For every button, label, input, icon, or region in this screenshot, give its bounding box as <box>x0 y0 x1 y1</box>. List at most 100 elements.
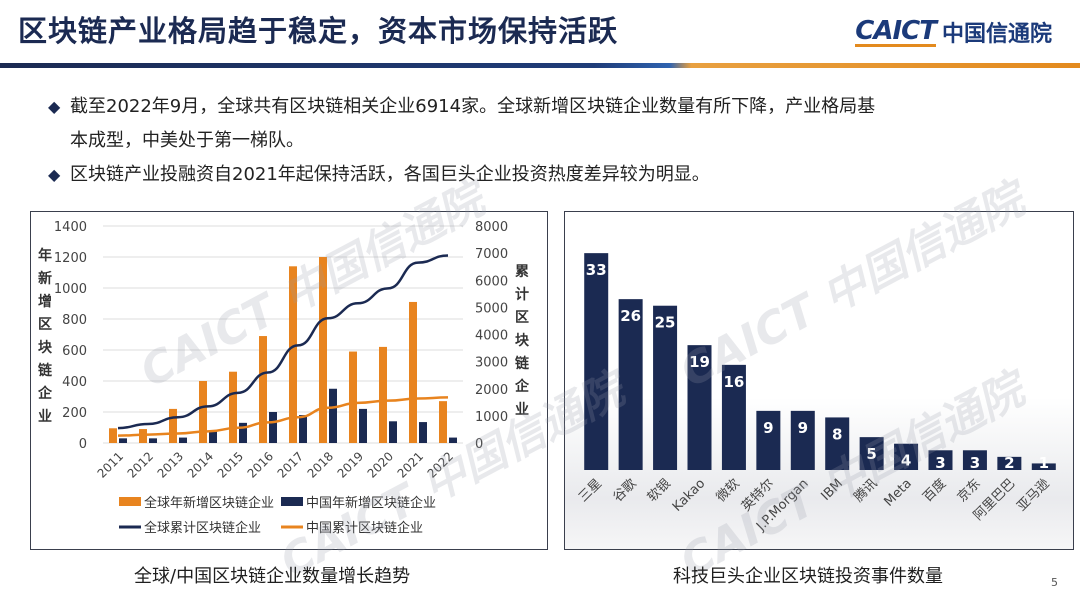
bar-global <box>409 301 417 443</box>
y-tick-right: 2000 <box>475 383 508 398</box>
x-tick-label: 亚马逊 <box>1014 476 1052 514</box>
bar <box>997 456 1022 470</box>
bar <box>584 253 609 470</box>
investment-chart: 33三星26谷歌25软银19Kakao16微软9英特尔9J.P.Morgan8I… <box>576 253 1056 535</box>
x-tick-label: IBM <box>818 476 846 504</box>
bar-global <box>229 371 237 443</box>
y-axis-title-left: 块 <box>38 340 53 356</box>
x-tick-label: 2022 <box>425 449 456 480</box>
bar <box>756 410 781 470</box>
line-global-cumulative <box>117 254 449 430</box>
bar-china <box>179 437 187 443</box>
page-number: 5 <box>1051 576 1058 589</box>
bar <box>928 450 953 470</box>
legend-label: 全球年新增区块链企业 <box>144 495 274 511</box>
y-tick-left: 1400 <box>54 220 87 235</box>
chart-caption: 全球/中国区块链企业数量增长趋势 <box>134 566 411 587</box>
data-label: 3 <box>970 454 980 472</box>
y-axis-title-left: 链 <box>38 362 53 379</box>
x-tick-label: 2021 <box>395 449 426 480</box>
y-axis-title-right: 企 <box>514 378 530 395</box>
data-label: 2 <box>1004 454 1014 472</box>
y-axis-title-left: 区 <box>38 317 52 333</box>
investment-chart-panel: 33 三星 26 谷歌 25 软银 19 Kakao 16 微软 9 英特尔 9 J.P.Morgan 8 I… <box>564 211 1074 550</box>
y-tick-left: 1000 <box>54 282 87 297</box>
bar <box>687 345 712 470</box>
x-tick-label: 2018 <box>305 449 336 480</box>
legend-label: 中国累计区块链企业 <box>306 520 423 536</box>
bar-global <box>259 336 267 443</box>
data-label: 33 <box>586 261 607 279</box>
x-tick-label: 2014 <box>185 449 216 480</box>
bar-china <box>359 408 367 443</box>
y-axis-title-right: 链 <box>515 355 530 372</box>
data-label: 1 <box>1039 454 1049 472</box>
bar-china <box>269 412 277 443</box>
bar <box>790 410 815 470</box>
line-china-cumulative <box>117 396 449 437</box>
growth-chart: 0 200 400 600 800 1000 1200 1400 0 1000 2000 3000 40… <box>37 220 530 536</box>
bar <box>1031 463 1056 470</box>
bar-global <box>349 351 357 443</box>
y-axis-title-left: 年 <box>38 247 52 264</box>
y-tick-right: 1000 <box>475 410 508 425</box>
x-tick-label: 2016 <box>245 449 276 480</box>
data-label: 4 <box>901 452 911 470</box>
y-tick-right: 3000 <box>475 356 508 371</box>
bar-global <box>289 266 297 443</box>
x-tick-label: 2017 <box>275 449 306 480</box>
y-axis-title-right: 计 <box>515 286 529 303</box>
x-tick-label: 百度 <box>920 476 950 506</box>
bar <box>721 364 746 470</box>
y-tick-left: 200 <box>62 406 87 421</box>
bullet-text: 本成型，中美处于第一梯队。 <box>70 130 304 151</box>
x-tick-label: 2020 <box>365 449 396 480</box>
x-tick-label: 微软 <box>714 476 743 505</box>
y-axis-title-left: 业 <box>38 409 52 425</box>
bar <box>618 299 643 470</box>
bar-china <box>209 430 217 443</box>
brand-cn: 中国信通院 <box>941 22 1052 47</box>
y-tick-right: 7000 <box>475 247 508 262</box>
y-tick-right: 0 <box>475 437 483 452</box>
bar-global <box>169 408 177 443</box>
data-label: 9 <box>798 419 808 437</box>
x-tick-label: 三星 <box>576 476 605 505</box>
header-divider <box>0 63 1080 68</box>
bullet-text: 截至2022年9月，全球共有区块链相关企业6914家。全球新增区块链企业数量有所… <box>70 96 876 117</box>
chart-caption: 科技巨头企业区块链投资事件数量 <box>673 566 943 587</box>
bar-global <box>199 381 207 443</box>
x-tick-label: Meta <box>881 476 914 509</box>
y-axis-title-left: 企 <box>37 385 53 402</box>
y-tick-left: 400 <box>62 375 87 390</box>
y-axis-title-right: 块 <box>515 333 530 349</box>
x-tick-label: 京东 <box>955 476 984 505</box>
bar-global <box>379 346 387 443</box>
bar <box>859 437 884 470</box>
legend-label: 全球累计区块链企业 <box>144 520 261 536</box>
legend-swatch <box>281 497 303 506</box>
data-label: 16 <box>723 373 744 391</box>
x-tick-label: 谷歌 <box>610 476 639 505</box>
y-axis-title-left: 新 <box>38 270 52 287</box>
x-tick-label: 软银 <box>645 476 674 505</box>
bar-china <box>239 422 247 443</box>
bar-global <box>319 257 327 443</box>
diamond-bullet-icon: ◆ <box>48 97 61 116</box>
y-axis-title-right: 区 <box>515 310 529 326</box>
y-axis-title-right: 业 <box>515 402 529 418</box>
bar-china <box>389 421 397 443</box>
bar-global <box>439 401 447 443</box>
bar-china <box>149 438 157 443</box>
bar-china <box>449 437 457 443</box>
y-tick-right: 4000 <box>475 329 508 344</box>
bullet-item: ◆ 区块链产业投融资自2021年起保持活跃，各国巨头企业投资热度差异较为明显。 <box>48 158 1048 192</box>
brand-logo: CAICT 中国信通院 <box>855 16 1052 48</box>
page-title: 区块链产业格局趋于稳定，资本市场保持活跃 <box>18 14 619 48</box>
bullet-list: ◆ 截至2022年9月，全球共有区块链相关企业6914家。全球新增区块链企业数量… <box>48 90 1048 192</box>
bar <box>962 450 987 470</box>
y-tick-right: 5000 <box>475 301 508 316</box>
bar-global <box>139 429 147 443</box>
data-label: 19 <box>689 353 710 371</box>
x-tick-label: 2012 <box>125 449 156 480</box>
